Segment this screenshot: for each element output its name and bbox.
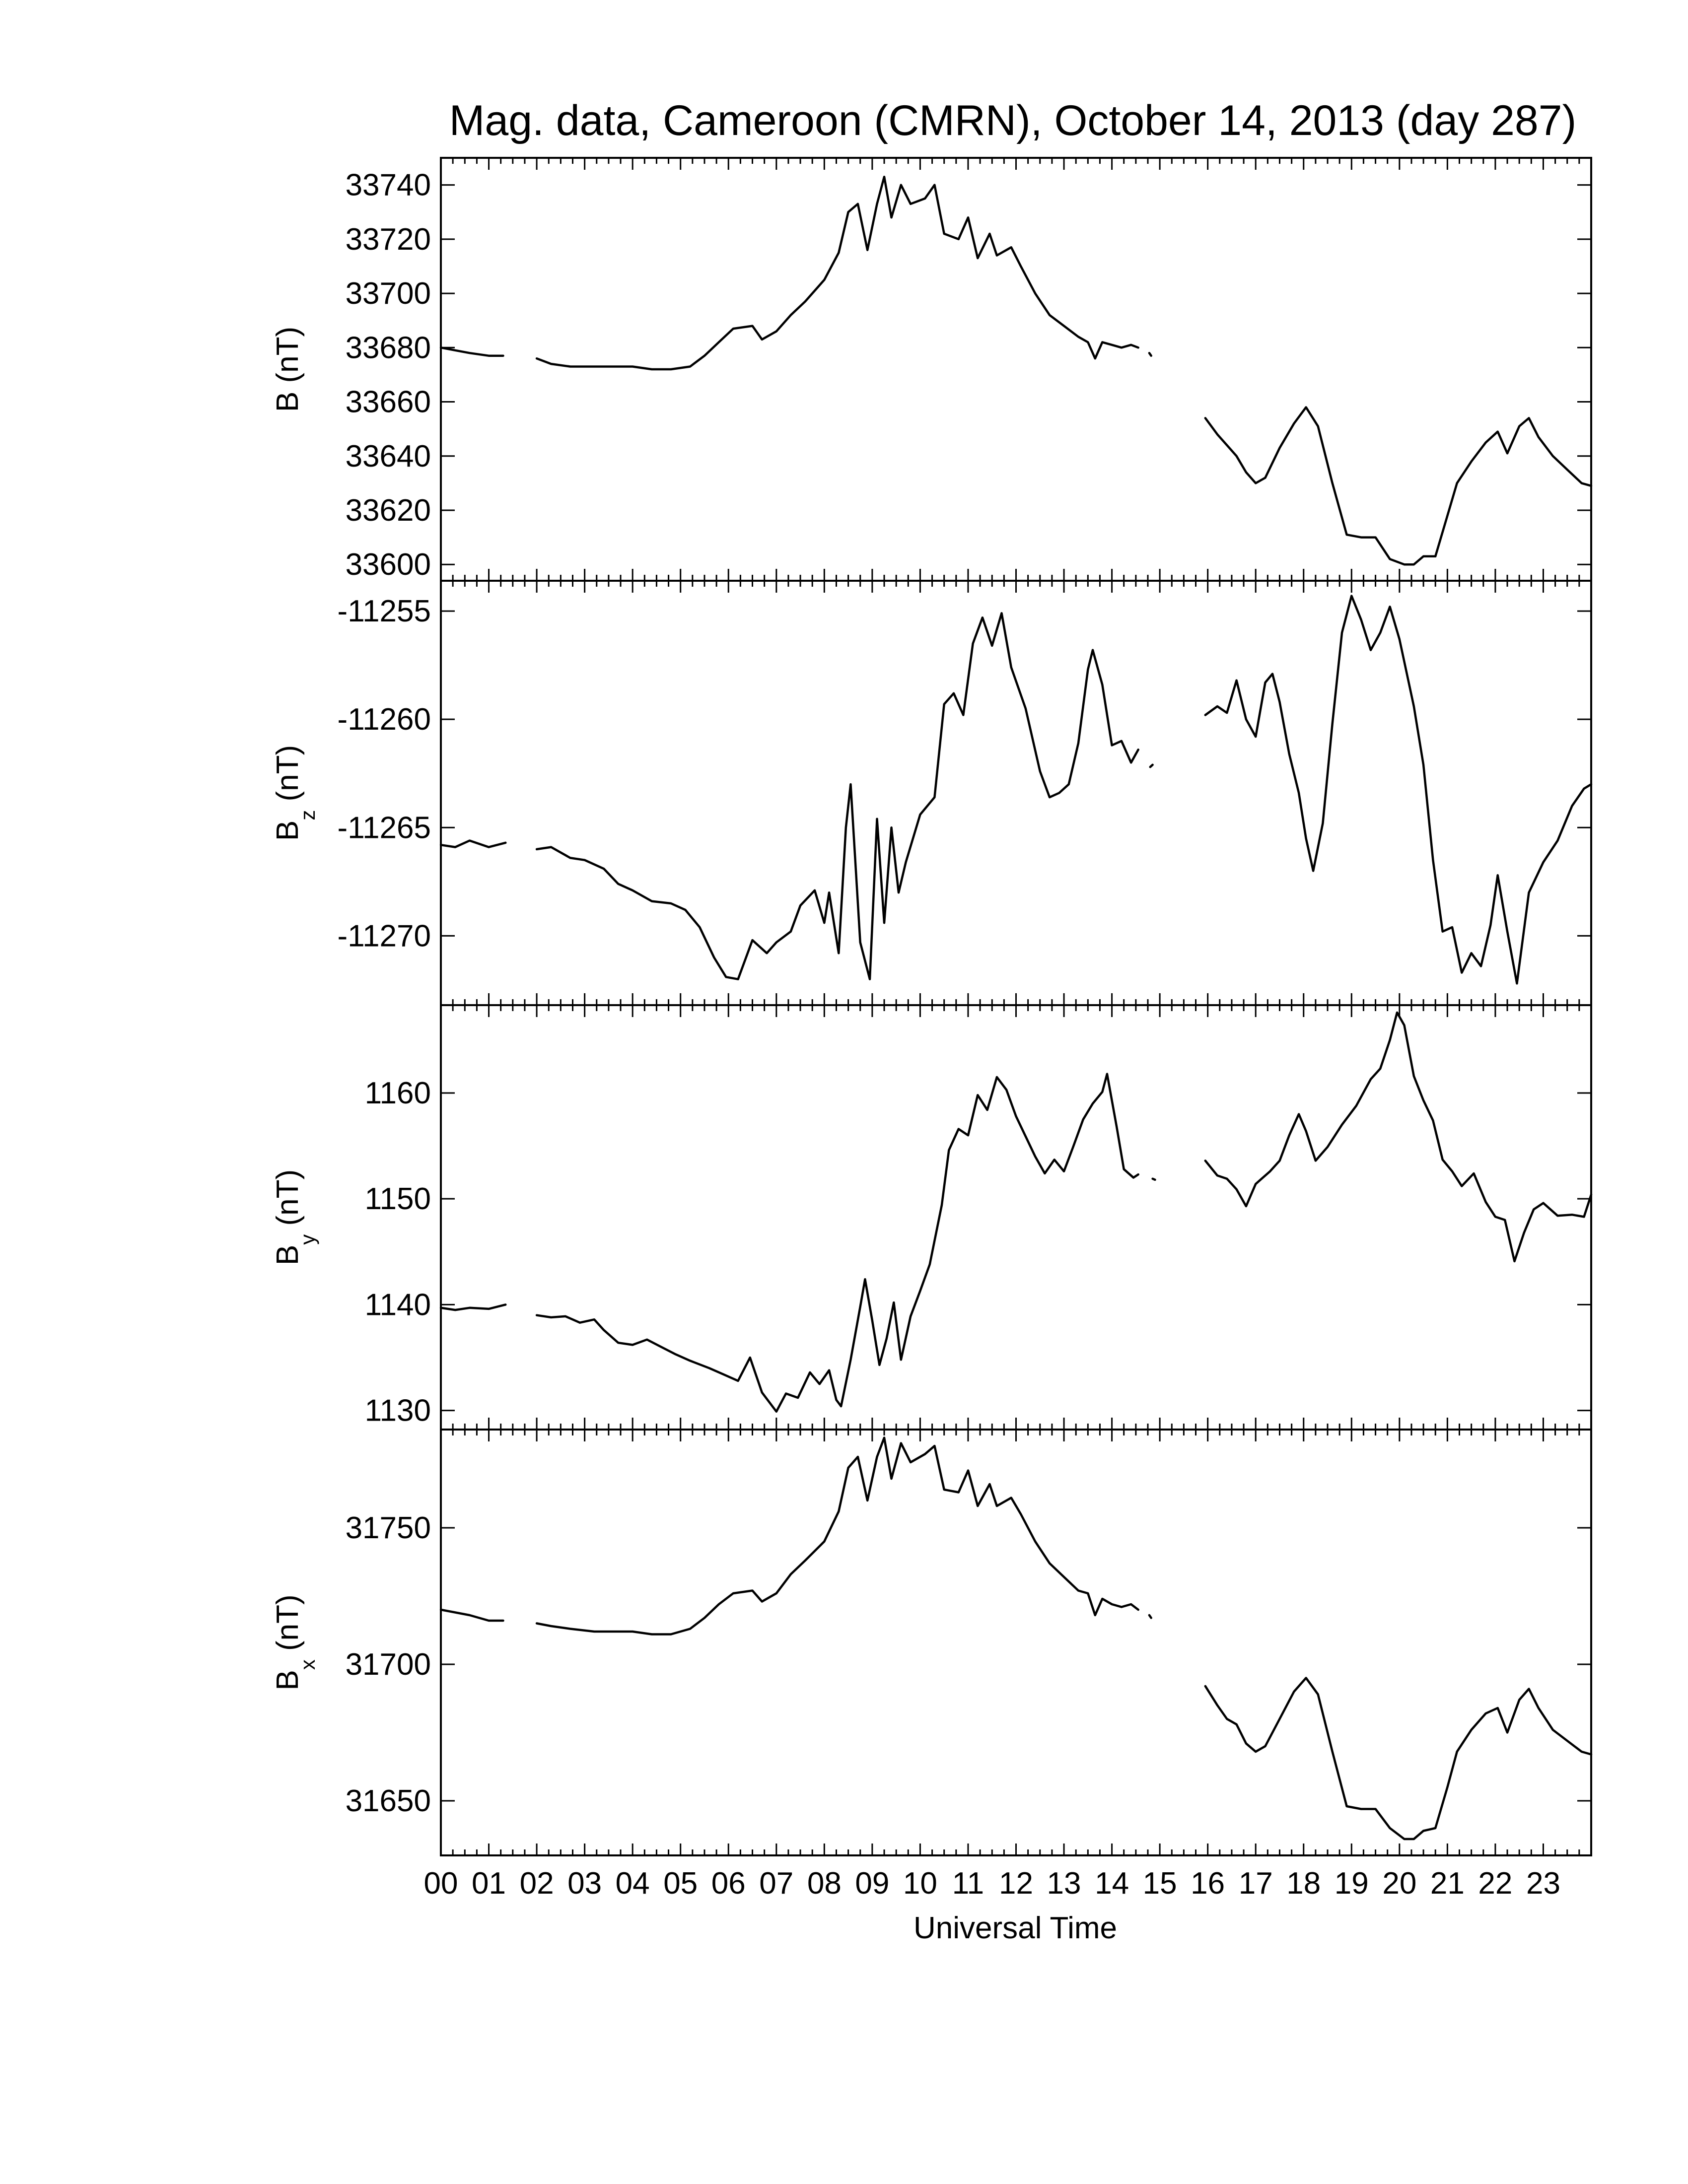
- y-tick-label: 33660: [346, 385, 431, 419]
- y-axis-label-unit: (nT): [271, 327, 305, 392]
- series-line-bz: [439, 839, 507, 848]
- y-tick-label: 31700: [346, 1647, 431, 1682]
- x-tick-label: 16: [1191, 1866, 1225, 1901]
- y-axis-label-unit: (nT): [271, 1594, 305, 1659]
- y-axis-label-subscript: x: [296, 1659, 319, 1670]
- series-line-bx: [439, 1608, 504, 1622]
- chart-title: Mag. data, Cameroon (CMRN), October 14, …: [449, 97, 1576, 144]
- y-tick-label: 31650: [346, 1784, 431, 1818]
- y-axis-label: Bx (nT): [271, 1594, 319, 1690]
- x-tick-label: 19: [1335, 1866, 1369, 1901]
- y-tick-label: 33680: [346, 331, 431, 365]
- y-tick-label: 31750: [346, 1511, 431, 1545]
- x-tick-label: 12: [999, 1866, 1033, 1901]
- panels: 33600 33620 33640 33660 33680 33700 33720 33740…: [271, 157, 1593, 1856]
- y-tick-label: 33700: [346, 276, 431, 311]
- y-axis-label-unit: (nT): [271, 1169, 305, 1234]
- series-line-bz: [535, 612, 1139, 980]
- series-line-bz: [1149, 763, 1154, 768]
- panel-frame: [440, 1004, 1592, 1431]
- series-line-b: [1204, 406, 1593, 566]
- y-tick-label: 33740: [346, 168, 431, 203]
- y-axis-label-main: B: [271, 820, 305, 841]
- series-line-by: [535, 1073, 1139, 1413]
- panel-bz: -11270 -11265 -11260 -11255 Bz (nT): [271, 580, 1593, 1006]
- x-tick-label: 15: [1143, 1866, 1177, 1901]
- panel-by: 1130 1140 1150 1160 By (nT): [271, 1004, 1593, 1431]
- panel-frame: [440, 580, 1592, 1006]
- y-tick-label: -11270: [338, 919, 431, 953]
- series-line-b: [1148, 351, 1152, 357]
- y-tick-label: 1150: [365, 1182, 431, 1216]
- y-axis-label-subscript: y: [296, 1234, 319, 1245]
- x-tick-label: 08: [807, 1866, 842, 1901]
- x-tick-label: 07: [759, 1866, 793, 1901]
- x-tick-label: 17: [1239, 1866, 1273, 1901]
- x-tick-label: 20: [1382, 1866, 1416, 1901]
- series-line-bx: [535, 1436, 1139, 1636]
- x-tick-label: 11: [952, 1866, 984, 1901]
- x-tick-label: 21: [1430, 1866, 1465, 1901]
- x-tick-label: 09: [855, 1866, 889, 1901]
- x-tick-label: 06: [711, 1866, 746, 1901]
- x-tick-label: 10: [903, 1866, 937, 1901]
- series-line-b: [535, 175, 1139, 371]
- y-tick-label: -11265: [338, 811, 431, 845]
- series-line-b: [439, 346, 504, 357]
- y-axis-label: By (nT): [271, 1169, 319, 1265]
- y-tick-label: 33600: [346, 547, 431, 582]
- x-tick-label: 14: [1095, 1866, 1129, 1901]
- y-axis-label-main: B: [271, 1670, 305, 1690]
- x-tick-label: 02: [520, 1866, 554, 1901]
- series-line-bz: [1204, 595, 1593, 985]
- y-axis-label-unit: (nT): [271, 745, 305, 810]
- x-tick-label: 04: [616, 1866, 650, 1901]
- y-axis-label: Bz (nT): [271, 745, 319, 841]
- series-line-bx: [1204, 1677, 1593, 1841]
- y-tick-label: -11255: [338, 594, 431, 628]
- y-axis-label-subscript: z: [296, 810, 319, 820]
- y-axis-label: B (nT): [271, 327, 305, 412]
- x-axis: 00 01 02 03 04 05 06 07 08 09 10 11 12 13 14 15 16 17 18 19…: [424, 1866, 1560, 1901]
- panel-frame: [440, 1429, 1592, 1856]
- y-tick-label: 1140: [365, 1288, 431, 1322]
- x-tick-label: 05: [663, 1866, 698, 1901]
- series-line-by: [439, 1303, 507, 1311]
- y-tick-label: 1160: [365, 1076, 431, 1110]
- series-line-bx: [1148, 1614, 1152, 1619]
- y-tick-label: -11260: [338, 702, 431, 737]
- x-tick-label: 13: [1047, 1866, 1081, 1901]
- y-tick-label: 1130: [365, 1394, 431, 1428]
- x-tick-label: 03: [567, 1866, 602, 1901]
- x-tick-label: 22: [1478, 1866, 1512, 1901]
- x-tick-label: 01: [472, 1866, 506, 1901]
- y-axis-label-main: B: [271, 1245, 305, 1265]
- y-tick-label: 33640: [346, 439, 431, 474]
- series-line-by: [1151, 1177, 1156, 1181]
- x-tick-label: 00: [424, 1866, 458, 1901]
- y-axis-label-main: B: [271, 392, 305, 412]
- series-line-by: [1204, 1011, 1593, 1263]
- y-tick-label: 33620: [346, 493, 431, 528]
- x-tick-label: 23: [1526, 1866, 1560, 1901]
- x-axis-label: Universal Time: [914, 1911, 1117, 1945]
- panel-bx: 31650 31700 31750 Bx (nT): [271, 1429, 1593, 1856]
- x-tick-label: 18: [1286, 1866, 1321, 1901]
- panel-b: 33600 33620 33640 33660 33680 33700 33720 33740…: [271, 157, 1593, 582]
- y-tick-label: 33720: [346, 222, 431, 257]
- panel-frame: [440, 157, 1592, 582]
